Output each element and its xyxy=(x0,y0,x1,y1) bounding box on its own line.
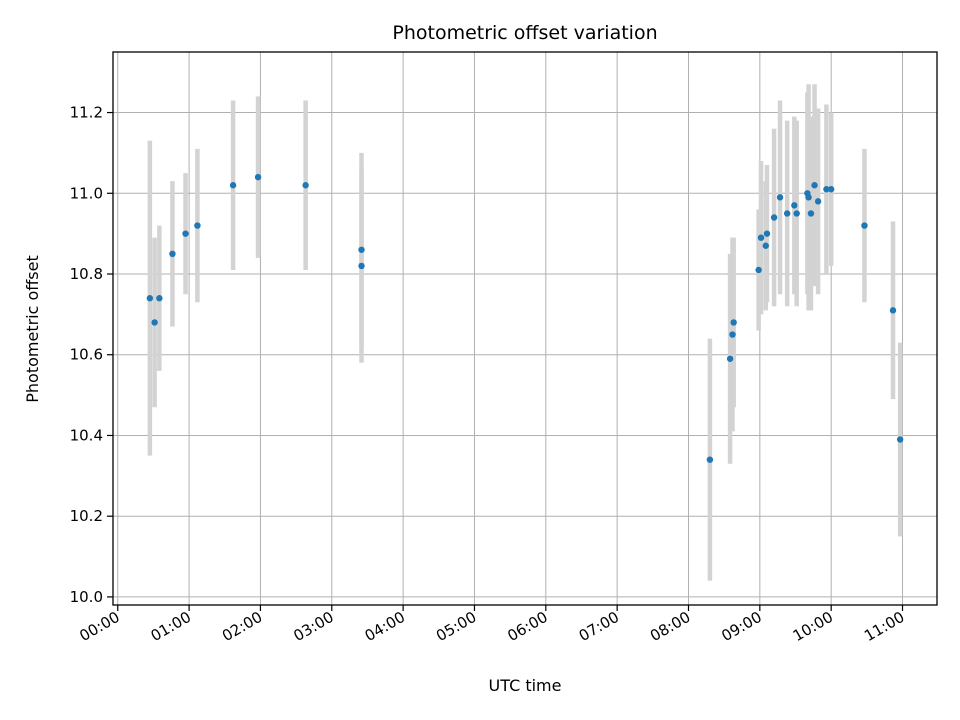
data-point xyxy=(229,182,237,189)
data-point xyxy=(827,186,835,193)
data-point xyxy=(783,210,791,217)
data-point xyxy=(805,194,812,201)
data-point xyxy=(757,234,765,241)
data-point xyxy=(793,210,800,217)
data-point xyxy=(156,295,163,302)
y-tick-label: 10.8 xyxy=(70,265,103,283)
data-point xyxy=(861,222,868,229)
x-tick-label: 08:00 xyxy=(647,608,693,645)
data-point xyxy=(755,266,762,274)
x-tick-label: 00:00 xyxy=(76,608,122,645)
data-point xyxy=(169,250,176,258)
x-tick-label: 04:00 xyxy=(362,608,408,645)
data-points xyxy=(146,173,904,463)
y-axis: 10.0 10.2 10.4 10.6 10.8 11.0 11.2 xyxy=(70,104,113,606)
data-point xyxy=(807,210,815,217)
data-point xyxy=(770,214,778,221)
data-point xyxy=(146,295,154,302)
x-axis: 00:00 01:00 02:00 03:00 04:00 05:00 06:00 07:00… xyxy=(76,605,908,645)
data-point xyxy=(254,173,262,181)
data-point xyxy=(358,246,365,253)
data-point xyxy=(896,436,904,443)
chart-title: Photometric offset variation xyxy=(392,22,657,44)
y-tick-label: 10.2 xyxy=(70,507,103,525)
x-tick-label: 10:00 xyxy=(790,608,836,645)
data-point xyxy=(729,331,736,338)
data-point xyxy=(823,186,830,193)
y-tick-label: 11.0 xyxy=(70,184,103,202)
data-point xyxy=(151,319,158,326)
data-point xyxy=(811,182,818,189)
x-tick-label: 11:00 xyxy=(861,608,907,645)
x-tick-label: 06:00 xyxy=(504,608,550,645)
data-point xyxy=(791,202,798,209)
data-point xyxy=(762,242,769,249)
x-tick-label: 02:00 xyxy=(219,608,265,645)
x-tick-label: 05:00 xyxy=(433,608,479,645)
y-tick-label: 10.6 xyxy=(70,346,103,364)
error-bars xyxy=(147,84,903,581)
data-point xyxy=(194,222,201,229)
x-tick-label: 01:00 xyxy=(148,608,194,645)
x-tick-label: 03:00 xyxy=(290,608,336,645)
plot-frame xyxy=(112,51,938,606)
data-point xyxy=(814,198,822,205)
data-point xyxy=(730,319,737,326)
data-point xyxy=(726,355,734,362)
y-tick-label: 10.4 xyxy=(70,426,103,444)
data-point xyxy=(706,456,714,463)
y-tick-label: 11.2 xyxy=(70,104,103,122)
data-point xyxy=(776,194,784,201)
data-point xyxy=(302,182,309,189)
data-point xyxy=(889,307,897,314)
x-tick-label: 09:00 xyxy=(718,608,764,645)
x-tick-label: 07:00 xyxy=(576,608,622,645)
data-point xyxy=(358,262,365,270)
data-point xyxy=(763,230,771,237)
x-axis-title: UTC time xyxy=(489,676,562,695)
y-tick-label: 10.0 xyxy=(70,588,103,606)
y-axis-title: Photometric offset xyxy=(23,255,42,403)
data-point xyxy=(182,230,189,237)
